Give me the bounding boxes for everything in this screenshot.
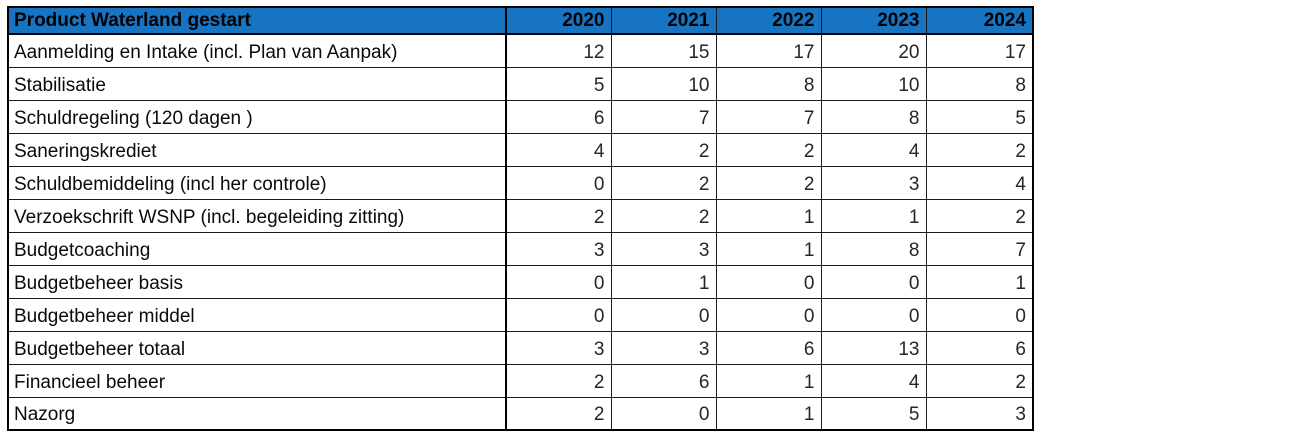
value-cell: 2 (925, 198, 1034, 233)
value-cell: 7 (925, 231, 1034, 266)
header-cell-year-2023: 2023 (820, 6, 927, 35)
value-cell: 2 (610, 198, 717, 233)
value-cell: 0 (715, 297, 822, 332)
value-cell: 0 (505, 297, 612, 332)
value-cell: 4 (505, 132, 612, 167)
table-row: Budgetbeheer basis 0 1 0 0 1 (7, 264, 1034, 299)
table-row: Stabilisatie 5 10 8 10 8 (7, 66, 1034, 101)
value-cell: 3 (505, 231, 612, 266)
value-cell: 0 (715, 264, 822, 299)
row-label-cell: Aanmelding en Intake (incl. Plan van Aan… (7, 33, 507, 68)
value-cell: 20 (820, 33, 927, 68)
value-cell: 17 (925, 33, 1034, 68)
table-row: Budgetcoaching 3 3 1 8 7 (7, 231, 1034, 266)
value-cell: 1 (715, 231, 822, 266)
value-cell: 2 (925, 132, 1034, 167)
table-title-cell: Product Waterland gestart (7, 6, 507, 35)
value-cell: 2 (715, 132, 822, 167)
value-cell: 2 (505, 363, 612, 398)
value-cell: 2 (925, 363, 1034, 398)
value-cell: 6 (505, 99, 612, 134)
row-label-cell: Financieel beheer (7, 363, 507, 398)
value-cell: 8 (820, 231, 927, 266)
value-cell: 7 (610, 99, 717, 134)
value-cell: 6 (925, 330, 1034, 365)
row-label-cell: Saneringskrediet (7, 132, 507, 167)
table-row: Verzoekschrift WSNP (incl. begeleiding z… (7, 198, 1034, 233)
value-cell: 10 (820, 66, 927, 101)
value-cell: 15 (610, 33, 717, 68)
data-table: Product Waterland gestart 2020 2021 2022 20… (7, 6, 1034, 431)
table-row: Budgetbeheer totaal 3 3 6 13 6 (7, 330, 1034, 365)
value-cell: 5 (925, 99, 1034, 134)
value-cell: 7 (715, 99, 822, 134)
header-cell-year-2021: 2021 (610, 6, 717, 35)
value-cell: 1 (610, 264, 717, 299)
value-cell: 2 (610, 165, 717, 200)
row-label-cell: Budgetbeheer basis (7, 264, 507, 299)
value-cell: 6 (715, 330, 822, 365)
value-cell: 1 (715, 363, 822, 398)
table-body: Aanmelding en Intake (incl. Plan van Aan… (7, 33, 1034, 431)
table-row: Aanmelding en Intake (incl. Plan van Aan… (7, 33, 1034, 68)
value-cell: 2 (610, 132, 717, 167)
value-cell: 0 (610, 297, 717, 332)
product-waterland-table: Product Waterland gestart 2020 2021 2022 20… (7, 6, 1034, 431)
value-cell: 1 (715, 198, 822, 233)
value-cell: 1 (715, 396, 822, 431)
header-cell-year-2020: 2020 (505, 6, 612, 35)
row-label-cell: Budgetcoaching (7, 231, 507, 266)
value-cell: 6 (610, 363, 717, 398)
value-cell: 3 (505, 330, 612, 365)
value-cell: 4 (820, 363, 927, 398)
value-cell: 12 (505, 33, 612, 68)
row-label-cell: Schuldbemiddeling (incl her controle) (7, 165, 507, 200)
table-row: Schuldbemiddeling (incl her controle) 0 2 2… (7, 165, 1034, 200)
value-cell: 3 (610, 231, 717, 266)
row-label-cell: Nazorg (7, 396, 507, 431)
value-cell: 0 (505, 165, 612, 200)
value-cell: 4 (925, 165, 1034, 200)
row-label-cell: Budgetbeheer middel (7, 297, 507, 332)
table-row: Schuldregeling (120 dagen ) 6 7 7 8 5 (7, 99, 1034, 134)
value-cell: 4 (820, 132, 927, 167)
table-row: Nazorg 2 0 1 5 3 (7, 396, 1034, 431)
value-cell: 0 (820, 264, 927, 299)
table-row: Budgetbeheer middel 0 0 0 0 0 (7, 297, 1034, 332)
value-cell: 0 (925, 297, 1034, 332)
value-cell: 8 (820, 99, 927, 134)
row-label-cell: Budgetbeheer totaal (7, 330, 507, 365)
value-cell: 10 (610, 66, 717, 101)
value-cell: 3 (925, 396, 1034, 431)
value-cell: 1 (925, 264, 1034, 299)
value-cell: 3 (820, 165, 927, 200)
table-row: Financieel beheer 2 6 1 4 2 (7, 363, 1034, 398)
value-cell: 0 (820, 297, 927, 332)
value-cell: 2 (505, 198, 612, 233)
header-cell-year-2024: 2024 (925, 6, 1034, 35)
value-cell: 0 (505, 264, 612, 299)
value-cell: 8 (715, 66, 822, 101)
value-cell: 5 (820, 396, 927, 431)
value-cell: 1 (820, 198, 927, 233)
value-cell: 2 (715, 165, 822, 200)
value-cell: 0 (610, 396, 717, 431)
row-label-cell: Schuldregeling (120 dagen ) (7, 99, 507, 134)
value-cell: 3 (610, 330, 717, 365)
value-cell: 13 (820, 330, 927, 365)
table-header-row: Product Waterland gestart 2020 2021 2022 20… (7, 6, 1034, 35)
value-cell: 5 (505, 66, 612, 101)
row-label-cell: Stabilisatie (7, 66, 507, 101)
value-cell: 8 (925, 66, 1034, 101)
row-label-cell: Verzoekschrift WSNP (incl. begeleiding z… (7, 198, 507, 233)
header-cell-year-2022: 2022 (715, 6, 822, 35)
value-cell: 17 (715, 33, 822, 68)
value-cell: 2 (505, 396, 612, 431)
table-row: Saneringskrediet 4 2 2 4 2 (7, 132, 1034, 167)
